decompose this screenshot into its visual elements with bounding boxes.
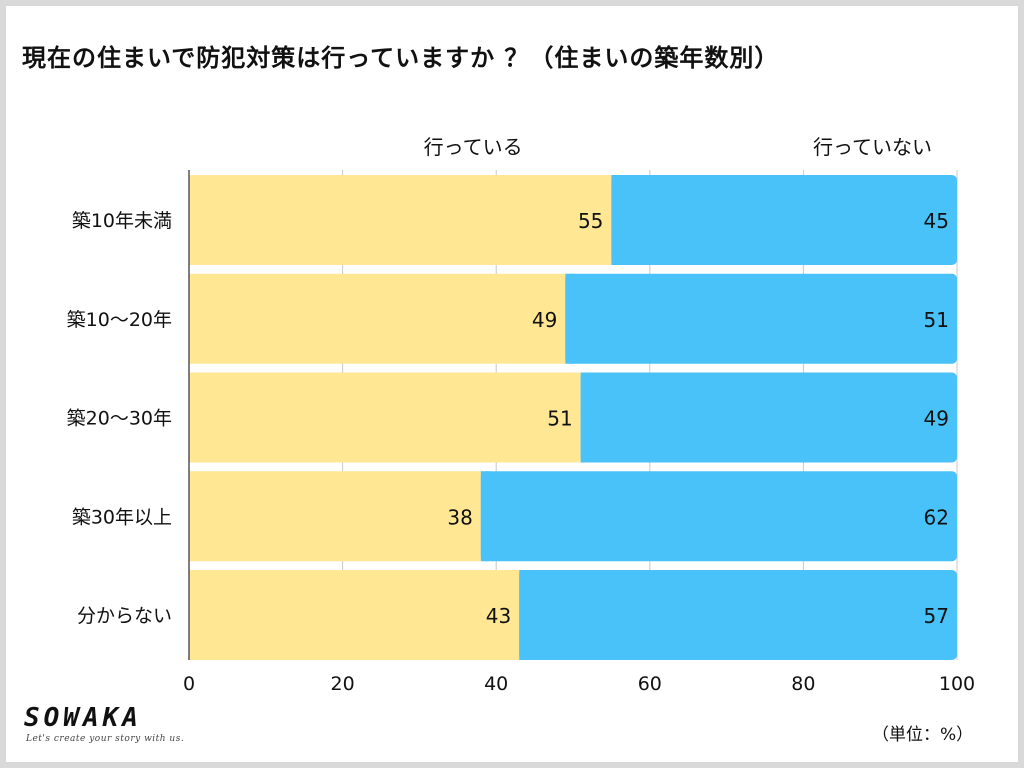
legend-label: 行っている (424, 135, 523, 159)
bar-not-done-edge (480, 471, 489, 562)
bar-not-done (480, 471, 957, 562)
data-label-done: 43 (486, 604, 511, 628)
bar-done (189, 570, 520, 660)
category-label: 分からない (77, 605, 172, 627)
data-label-not-done: 45 (924, 209, 949, 233)
bar-not-done (611, 175, 957, 265)
category-label: 築30年以上 (72, 506, 172, 528)
brand-logo: SOWAKA (24, 703, 142, 733)
data-label-done: 51 (547, 407, 572, 431)
bar-done (189, 372, 581, 463)
data-label-not-done: 49 (924, 407, 949, 431)
x-tick-label: 100 (939, 673, 975, 695)
bar-not-done-edge (580, 372, 589, 463)
data-label-not-done: 51 (924, 308, 949, 332)
bar-not-done-edge (519, 570, 528, 660)
data-label-done: 38 (447, 505, 472, 529)
x-tick-label: 40 (484, 673, 508, 695)
data-label-not-done: 62 (924, 505, 949, 529)
category-label: 築20～30年 (67, 408, 172, 430)
x-tick-label: 80 (791, 673, 815, 695)
brand-tagline: Let's create your story with us. (26, 734, 185, 744)
bar-not-done-edge (611, 175, 620, 265)
bar-not-done (565, 273, 957, 364)
data-label-not-done: 57 (924, 604, 949, 628)
chart-title: 現在の住まいで防犯対策は行っていますか ？（住まいの築年数別） (22, 44, 780, 72)
data-label-done: 49 (532, 308, 557, 332)
bar-not-done-edge (565, 273, 574, 364)
stacked-bar-chart: 55 45 築10年未満 49 51 築10～20年 51 49 築20～30年 38 62 築30年… (67, 135, 975, 695)
bar-not-done (580, 372, 957, 463)
bar-done (189, 471, 481, 562)
bar-done (189, 175, 612, 265)
x-tick-label: 20 (331, 673, 355, 695)
unit-note: （単位：%） (872, 725, 974, 745)
category-label: 築10年未満 (72, 210, 172, 232)
category-label: 築10～20年 (67, 309, 172, 331)
data-label-done: 55 (578, 209, 603, 233)
x-tick-label: 60 (638, 673, 662, 695)
bar-done (189, 273, 566, 364)
x-tick-label: 0 (183, 673, 195, 695)
bar-not-done (519, 570, 957, 660)
legend-label: 行っていない (813, 135, 932, 159)
